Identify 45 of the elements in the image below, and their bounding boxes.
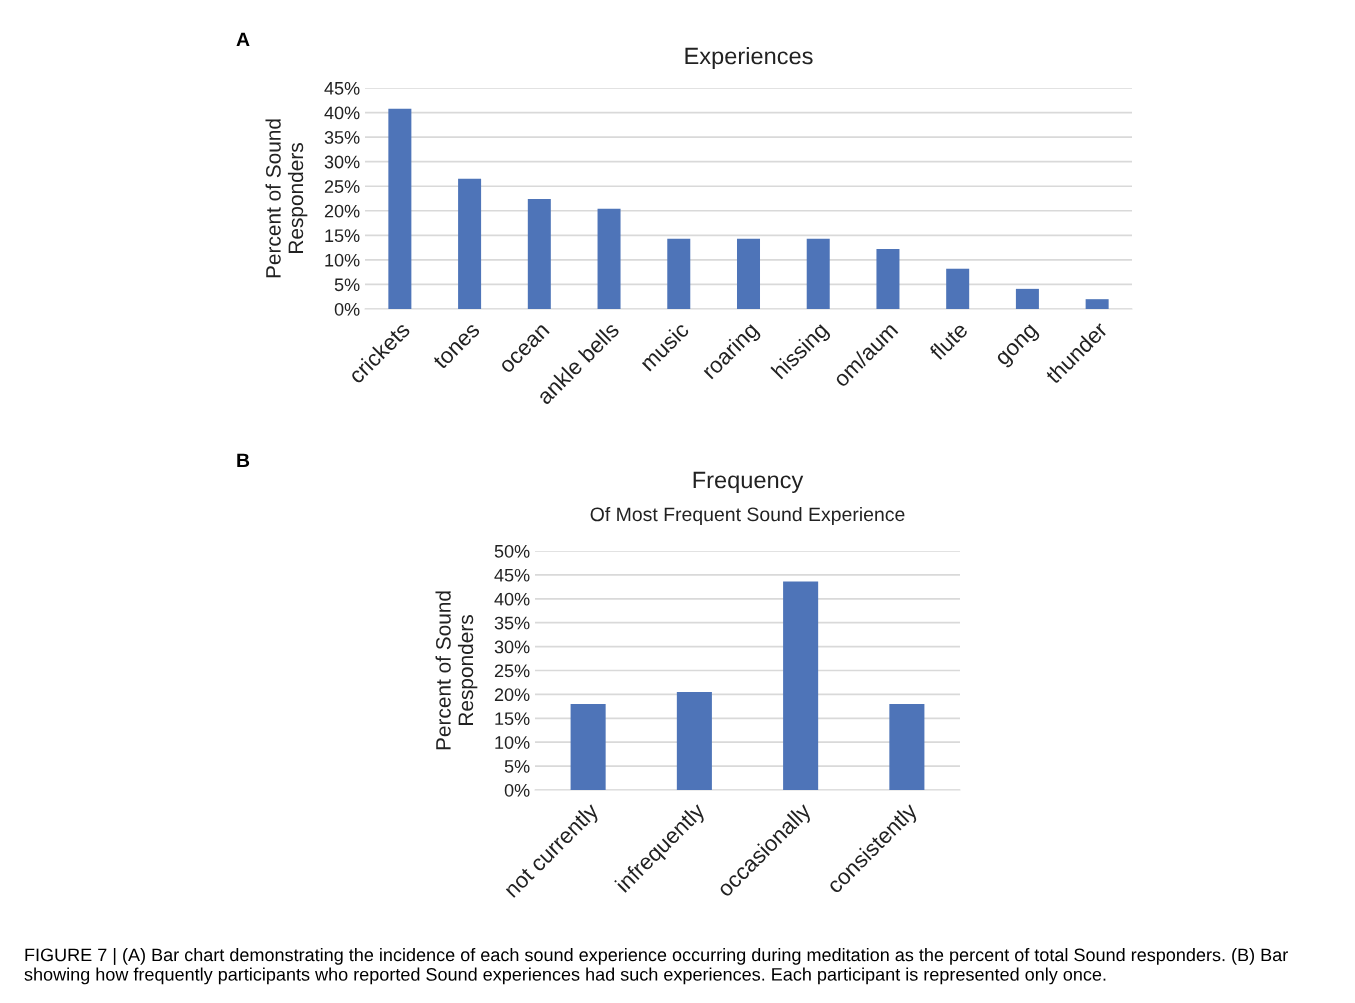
y-tick-label: 40%: [324, 106, 360, 120]
bar: [676, 692, 712, 790]
bar: [737, 238, 761, 309]
y-tick-label: 0%: [504, 783, 530, 797]
y-tick-label: 10%: [325, 253, 360, 267]
bar: [889, 703, 925, 790]
y-tick-label: 20%: [324, 204, 360, 218]
y-tick-label: 45%: [494, 568, 530, 582]
y-tick-label: 30%: [494, 640, 530, 654]
bar: [876, 249, 900, 309]
bar: [458, 178, 482, 309]
y-axis-title: Percent of Sound Responders: [265, 119, 308, 278]
text: B: [237, 453, 250, 468]
y-tick-label: 20%: [494, 688, 530, 702]
bar: [527, 198, 551, 309]
y-tick-label: 0%: [334, 302, 360, 316]
bar: [806, 238, 830, 309]
bar: [783, 581, 819, 790]
y-tick-label: 25%: [324, 180, 360, 193]
y-tick-label: 35%: [494, 616, 530, 630]
bar: [667, 238, 691, 309]
y-tick-label: 15%: [495, 712, 530, 726]
bar: [1015, 288, 1039, 309]
chart-subtitle: Of Most Frequent Sound Experience: [590, 506, 905, 526]
caption: FIGURE 7 | (A) Bar chart demonstrating the incidence of each sound experience occurring during meditation as the percent of total Sound responders. (B) Bar showing how frequently participants who reported Sound experiences had such experiences. Each participant is represented only once.: [24, 948, 1288, 985]
y-tick-label: 50%: [494, 544, 530, 558]
bar: [946, 268, 970, 309]
y-tick-label: 5%: [504, 760, 530, 773]
text: A: [236, 32, 250, 47]
y-tick-label: 45%: [324, 82, 360, 95]
y-tick-label: 30%: [324, 155, 360, 169]
y-tick-label: 15%: [325, 229, 360, 243]
y-tick-label: 5%: [334, 278, 360, 292]
bar: [1085, 299, 1109, 309]
y-tick-label: 10%: [495, 736, 530, 749]
y-tick-label: 35%: [324, 131, 360, 144]
y-axis-title: Percent of Sound Responders: [435, 591, 478, 750]
chart-title: Frequency: [693, 471, 804, 494]
y-tick-label: 40%: [494, 592, 530, 606]
chart-title: Experiences: [685, 47, 813, 69]
bar: [388, 108, 412, 309]
x-tick-label: flute: [928, 320, 969, 362]
y-tick-label: 25%: [494, 664, 530, 678]
bar: [570, 703, 606, 790]
bar: [597, 208, 621, 309]
